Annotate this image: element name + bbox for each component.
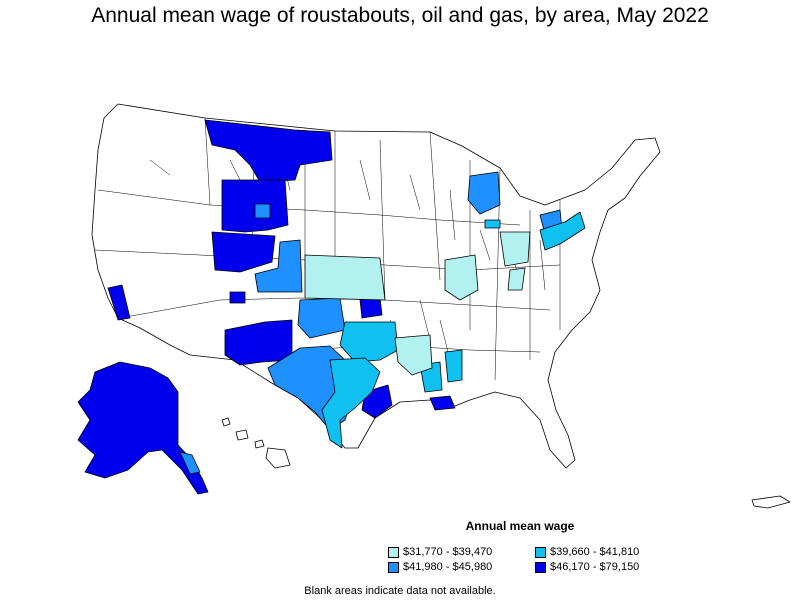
wage-regions [107, 119, 586, 449]
map-title: Annual mean wage of roustabouts, oil and… [91, 4, 709, 27]
legend-item-2: $39,660 - $41,810 [535, 546, 639, 558]
legend-swatch-1 [388, 546, 399, 558]
alaska-region [77, 361, 209, 495]
hawaii-islands [221, 417, 291, 469]
legend-swatch-3 [388, 561, 399, 573]
legend-item-1: $31,770 - $39,470 [388, 546, 492, 558]
legend-swatch-4 [535, 561, 546, 573]
legend-label-2: $39,660 - $41,810 [550, 546, 640, 558]
legend-label-4: $46,170 - $79,150 [550, 561, 640, 573]
puerto-rico [751, 495, 791, 509]
legend-title: Annual mean wage [465, 519, 575, 533]
legend-item-3: $41,980 - $45,980 [388, 561, 492, 573]
footnote: Blank areas indicate data not available. [304, 585, 496, 597]
legend-label-3: $41,980 - $45,980 [403, 561, 493, 573]
legend-swatch-2 [535, 546, 546, 558]
legend-label-1: $31,770 - $39,470 [403, 546, 493, 558]
legend-item-4: $46,170 - $79,150 [535, 561, 639, 573]
